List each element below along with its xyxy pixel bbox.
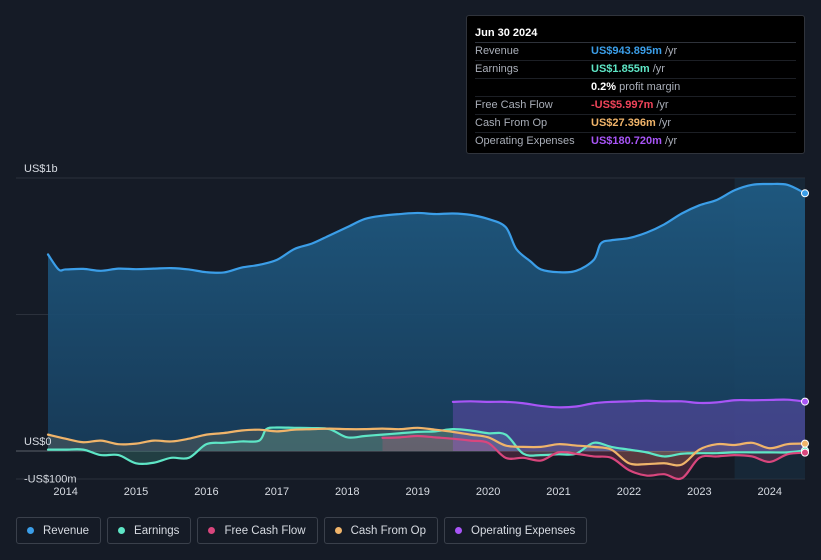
legend-dot-icon [455,527,463,534]
free-cash-flow-line [381,434,807,481]
revenue-line [46,182,807,274]
series-lines [46,182,807,481]
tooltip-row: Cash From Op US$27.396m/yr [475,115,796,133]
tooltip-row-label: Free Cash Flow [475,99,553,111]
tooltip-row: Earnings US$1.855m/yr [475,61,796,79]
tooltip-date: Jun 30 2024 [475,24,796,43]
tooltip-rows: Revenue US$943.895m/yr Earnings US$1.855m/y… [475,43,796,150]
tooltip-row: Operating Expenses US$180.720m/yr [475,133,796,150]
x-tick-label: 2017 [265,486,289,498]
free-cash-flow-area [382,435,805,479]
legend-label: Revenue [43,524,90,537]
x-tick-label: 2019 [405,486,429,498]
tooltip-row-label: Revenue [475,45,520,57]
tooltip-row-unit: /yr [664,135,678,147]
tooltip-row-unit: /yr [652,63,665,75]
tooltip-row-unit: /yr [656,99,669,111]
tooltip-row: 0.2% profit margin [475,79,796,97]
tooltip-row-value: 0.2% [591,81,617,93]
x-tick-label: 2018 [335,486,359,498]
operating-expenses-end-point [801,397,809,406]
x-tick-label: 2024 [758,486,782,498]
x-tick-label: 2016 [194,486,218,498]
cash-from-op-line [46,426,807,467]
operating-expenses-line [451,398,807,409]
tooltip-row-value: US$180.720m [591,135,662,147]
cash-from-op-area [48,427,805,466]
x-tick-label: 2015 [124,486,148,498]
legend-label: Earnings [134,524,180,537]
series-end-points [801,189,809,457]
legend-label: Cash From Op [350,524,427,537]
x-tick-label: 2014 [53,486,77,498]
free-cash-flow-end-point [801,448,809,457]
x-tick-label: 2021 [546,486,570,498]
legend-item-earnings[interactable]: Earnings [107,517,192,544]
legend-dot-icon [208,527,216,534]
legend-dot-icon [118,527,126,534]
x-axis-labels: 2014 2015 2016 2017 2018 2019 2020 2021 2022 2023… [53,486,782,498]
legend-dot-icon [27,527,34,534]
tooltip-row-unit: profit margin [619,81,681,93]
tooltip-row-value: US$27.396m [591,117,656,129]
chart-legend: Revenue Earnings Free Cash Flow Cash From O… [16,517,588,544]
tooltip-row-unit: /yr [664,45,678,57]
y-axis-labels: US$1b US$0 -US$100m [24,163,77,485]
legend-item-free-cash-flow[interactable]: Free Cash Flow [197,517,318,544]
legend-label: Free Cash Flow [224,524,306,537]
x-tick-label: 2022 [617,486,641,498]
legend-item-operating-expenses[interactable]: Operating Expenses [444,517,588,544]
tooltip-row-value: -US$5.997m [591,99,654,111]
tooltip-row-value: US$1.855m [591,63,650,75]
earnings-area [48,427,805,464]
tooltip-row-label: Operating Expenses [475,135,575,147]
tooltip-row-unit: /yr [658,117,672,129]
legend-item-revenue[interactable]: Revenue [16,517,102,544]
revenue-area [48,183,805,452]
revenue-end-point [801,189,809,198]
legend-item-cash-from-op[interactable]: Cash From Op [323,517,439,544]
cash-from-op-end-point [801,439,809,448]
operating-expenses-area [452,399,805,451]
data-tooltip: Jun 30 2024 Revenue US$943.895m/yr Earning… [466,15,805,154]
x-tick-label: 2023 [687,486,711,498]
y-tick-label: -US$100m [24,473,77,485]
legend-dot-icon [334,527,342,534]
tooltip-row: Free Cash Flow -US$5.997m/yr [475,97,796,115]
x-tick-label: 2020 [476,486,500,498]
tooltip-row: Revenue US$943.895m/yr [475,43,796,61]
tooltip-row-label: Cash From Op [475,117,548,129]
legend-label: Operating Expenses [471,524,576,537]
tooltip-row-label [475,79,591,96]
earnings-line [46,426,807,466]
y-tick-label: US$1b [24,163,58,175]
series-areas [48,183,805,479]
tooltip-row-value: US$943.895m [591,45,662,57]
tooltip-row-label: Earnings [475,63,519,75]
y-tick-label: US$0 [24,436,52,448]
